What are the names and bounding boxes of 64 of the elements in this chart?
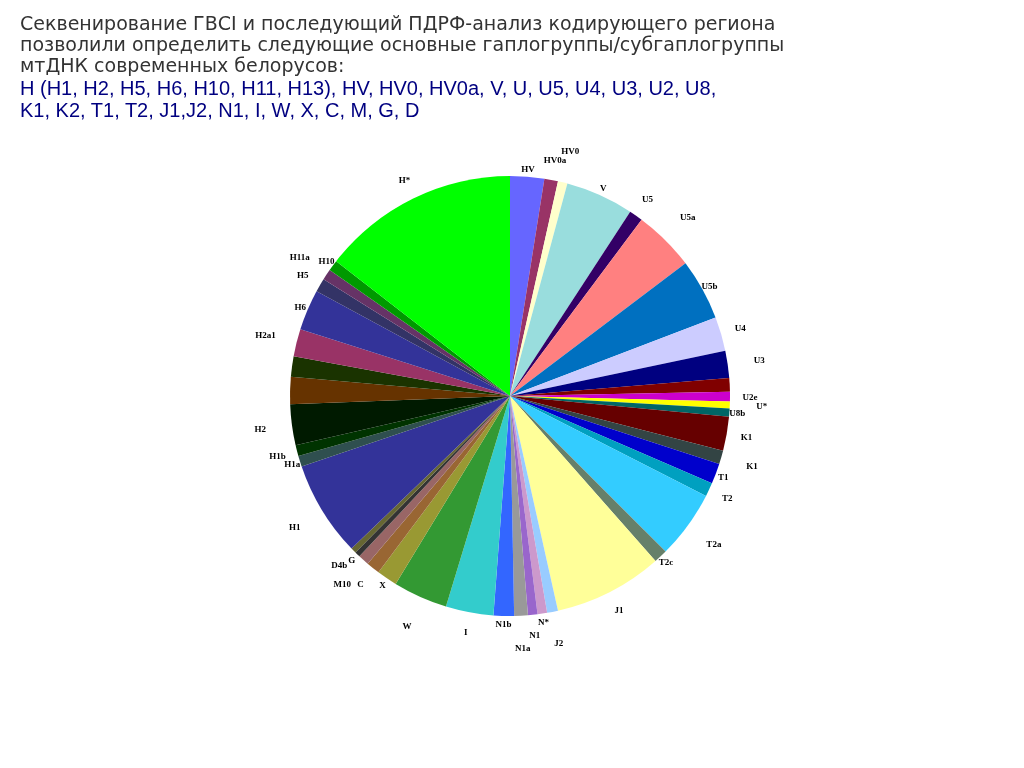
pie-slice <box>298 396 510 467</box>
slice-label: H* <box>398 175 411 186</box>
slice-label: H1 <box>288 521 301 532</box>
pie-slice <box>290 356 510 396</box>
slice-label: U8b <box>729 408 746 419</box>
pie-slice <box>445 396 510 616</box>
slice-label: V <box>599 182 607 193</box>
slice-label: T2 <box>721 493 733 504</box>
slice-label: HV0a <box>543 155 567 166</box>
pie-slice <box>510 183 631 396</box>
slice-label: U2e <box>742 391 758 402</box>
pie-slice <box>510 396 558 613</box>
pie-slice <box>290 396 510 446</box>
slice-label: W <box>402 621 412 631</box>
chart-subtitle: H (H1, H2, H5, H6, H10, H11, H13), HV, HV0, HV0a, V, U, U5, U4, U3, U2, U8, K1, K2, T1, T2, J1,J2, N1, I, W, X, C, M, G, D <box>20 77 717 121</box>
slice-label: N1b <box>495 618 512 629</box>
pie-slice <box>510 350 730 396</box>
slice-label: U5b <box>701 280 718 291</box>
slice-label: G <box>348 555 356 566</box>
slice-label: M10 <box>333 578 352 589</box>
slice-label: K1 <box>746 461 759 472</box>
slice-label: J2 <box>554 638 564 649</box>
slice-label: H2 <box>254 424 267 435</box>
slice-label: U3 <box>753 354 766 365</box>
slice-label: I <box>464 626 469 637</box>
slice-label: HV <box>521 163 536 174</box>
slice-label: N* <box>538 616 550 627</box>
pie-slice <box>510 219 686 396</box>
slice-label: HV0 <box>561 146 580 157</box>
pie-slice <box>301 396 510 549</box>
slice-label: H10 <box>318 255 335 266</box>
pie-slice <box>293 329 510 396</box>
slice-label: H11a <box>289 251 311 262</box>
slice-label: J1 <box>614 604 624 615</box>
pie-slice <box>395 396 510 607</box>
pie-slice <box>336 176 510 396</box>
slice-label: N1 <box>529 629 541 640</box>
pie-slice <box>510 317 726 396</box>
slice-label: T2c <box>658 557 674 568</box>
slice-label: H6 <box>294 301 307 312</box>
slice-label: N1a <box>514 642 531 653</box>
slice-label: C <box>357 578 364 589</box>
slice-label: U* <box>756 401 768 412</box>
slice-label: U4 <box>734 323 747 334</box>
slice-label: H1b <box>269 450 286 461</box>
slice-label: U5 <box>641 194 654 205</box>
slice-label: H1a <box>284 458 301 469</box>
slice-label: X <box>379 579 387 590</box>
slice-label: T1 <box>718 471 730 482</box>
slice-label: H2a1 <box>255 329 277 340</box>
pie-slice <box>510 396 730 451</box>
pie-slice <box>510 396 656 611</box>
pie-slice <box>510 396 548 615</box>
slice-label: K1 <box>740 432 753 443</box>
pie-slice <box>510 211 642 396</box>
slice-label: U5a <box>679 212 696 223</box>
pie-slice <box>510 176 545 396</box>
slice-label: H5 <box>296 270 309 281</box>
slice-label: T2a <box>706 539 722 550</box>
slice-label: D4b <box>331 559 348 570</box>
chart-title: Секвенирование ГВСI и последующий ПДРФ-анализ кодирующего региона позволили определить следующие основные гаплогруппы/субгаплогруппы мтДНК современных белорусов: <box>20 12 785 76</box>
pie-slice <box>510 396 707 552</box>
pie-slice <box>510 178 558 396</box>
pie-slice <box>510 263 716 396</box>
